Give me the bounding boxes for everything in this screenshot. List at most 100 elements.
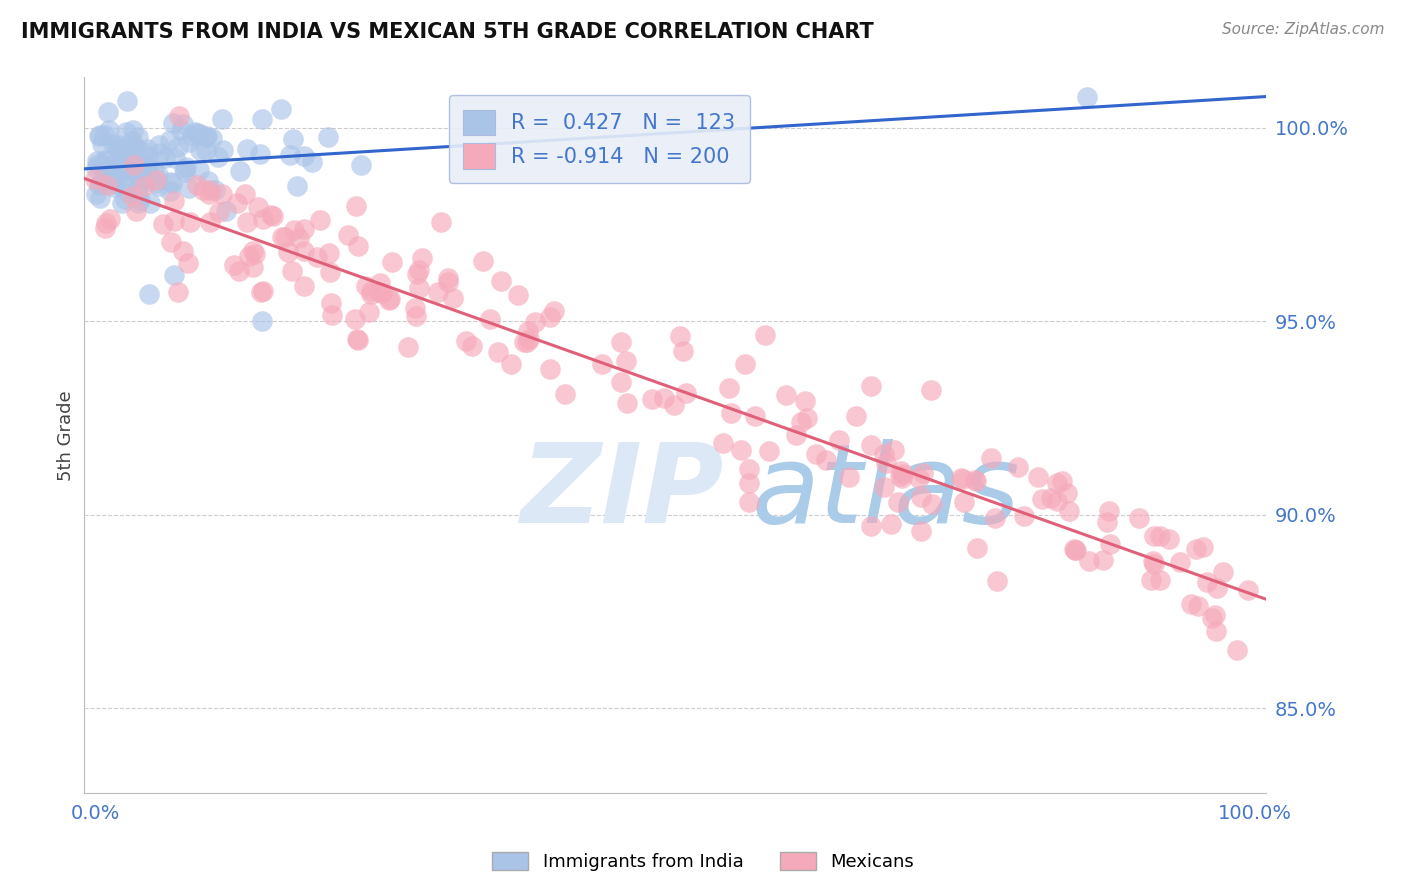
Point bbox=[94, 153, 117, 167]
Point bbox=[1237, 582, 1260, 597]
Point bbox=[190, 143, 212, 157]
Point bbox=[1031, 491, 1053, 506]
Point bbox=[166, 285, 188, 300]
Point bbox=[1139, 574, 1161, 588]
Point bbox=[252, 211, 274, 226]
Point bbox=[132, 162, 155, 177]
Point bbox=[718, 381, 741, 395]
Point bbox=[179, 135, 201, 149]
Point bbox=[103, 180, 125, 194]
Point bbox=[94, 174, 117, 188]
Point bbox=[188, 128, 211, 142]
Point bbox=[1026, 470, 1049, 484]
Point bbox=[271, 230, 294, 244]
Point bbox=[160, 176, 183, 190]
Point bbox=[890, 471, 912, 485]
Point bbox=[169, 109, 191, 123]
Point bbox=[754, 327, 776, 342]
Point bbox=[277, 245, 299, 260]
Point bbox=[360, 287, 382, 301]
Point bbox=[408, 281, 430, 295]
Point bbox=[321, 308, 343, 322]
Point bbox=[176, 256, 198, 270]
Point bbox=[318, 129, 340, 144]
Point bbox=[1078, 554, 1101, 568]
Point bbox=[952, 472, 974, 486]
Point bbox=[127, 168, 149, 182]
Point bbox=[359, 305, 381, 319]
Point bbox=[405, 309, 427, 323]
Point bbox=[910, 524, 932, 538]
Point bbox=[105, 140, 128, 154]
Point bbox=[377, 293, 399, 308]
Point bbox=[478, 312, 501, 326]
Point bbox=[411, 252, 433, 266]
Point bbox=[207, 150, 229, 164]
Point bbox=[162, 116, 184, 130]
Point bbox=[103, 136, 125, 151]
Point bbox=[1143, 529, 1166, 543]
Point bbox=[1168, 555, 1191, 569]
Point bbox=[1142, 554, 1164, 568]
Point bbox=[101, 158, 124, 172]
Point bbox=[408, 263, 430, 277]
Point bbox=[554, 387, 576, 401]
Point bbox=[94, 216, 117, 230]
Point bbox=[228, 264, 250, 278]
Point bbox=[367, 285, 389, 299]
Point bbox=[910, 490, 932, 504]
Point bbox=[907, 470, 929, 484]
Point bbox=[845, 409, 868, 423]
Point bbox=[796, 410, 818, 425]
Point bbox=[1046, 493, 1069, 508]
Point bbox=[1157, 533, 1180, 547]
Point bbox=[350, 158, 373, 172]
Point bbox=[1226, 642, 1249, 657]
Point bbox=[172, 117, 194, 131]
Point bbox=[198, 182, 221, 196]
Point bbox=[860, 438, 883, 452]
Point bbox=[191, 183, 214, 197]
Point bbox=[965, 475, 987, 489]
Point bbox=[1197, 575, 1219, 590]
Point bbox=[616, 396, 638, 410]
Point bbox=[128, 194, 150, 208]
Point bbox=[838, 469, 860, 483]
Point bbox=[143, 176, 166, 190]
Point bbox=[986, 574, 1008, 588]
Point bbox=[122, 144, 145, 158]
Point bbox=[1063, 542, 1085, 557]
Point bbox=[1097, 504, 1119, 518]
Point bbox=[543, 303, 565, 318]
Point bbox=[242, 244, 264, 258]
Point bbox=[121, 189, 143, 203]
Point bbox=[183, 125, 205, 139]
Point bbox=[260, 208, 283, 222]
Point bbox=[124, 155, 146, 169]
Point bbox=[100, 211, 122, 226]
Point bbox=[883, 442, 905, 457]
Point bbox=[738, 495, 761, 509]
Point bbox=[152, 217, 174, 231]
Point bbox=[378, 292, 401, 306]
Point bbox=[489, 274, 512, 288]
Point bbox=[174, 161, 197, 175]
Point bbox=[124, 158, 146, 172]
Point bbox=[347, 333, 370, 347]
Point bbox=[97, 164, 120, 178]
Point bbox=[321, 296, 343, 310]
Point bbox=[292, 149, 315, 163]
Point bbox=[1014, 509, 1036, 524]
Point bbox=[672, 343, 695, 358]
Point bbox=[437, 275, 460, 289]
Point bbox=[441, 291, 464, 305]
Point bbox=[1057, 504, 1080, 518]
Point bbox=[1212, 566, 1234, 580]
Point bbox=[226, 195, 249, 210]
Point bbox=[103, 177, 125, 191]
Point bbox=[127, 187, 149, 202]
Point bbox=[163, 151, 186, 165]
Point bbox=[125, 186, 148, 200]
Point bbox=[215, 204, 238, 219]
Point bbox=[162, 213, 184, 227]
